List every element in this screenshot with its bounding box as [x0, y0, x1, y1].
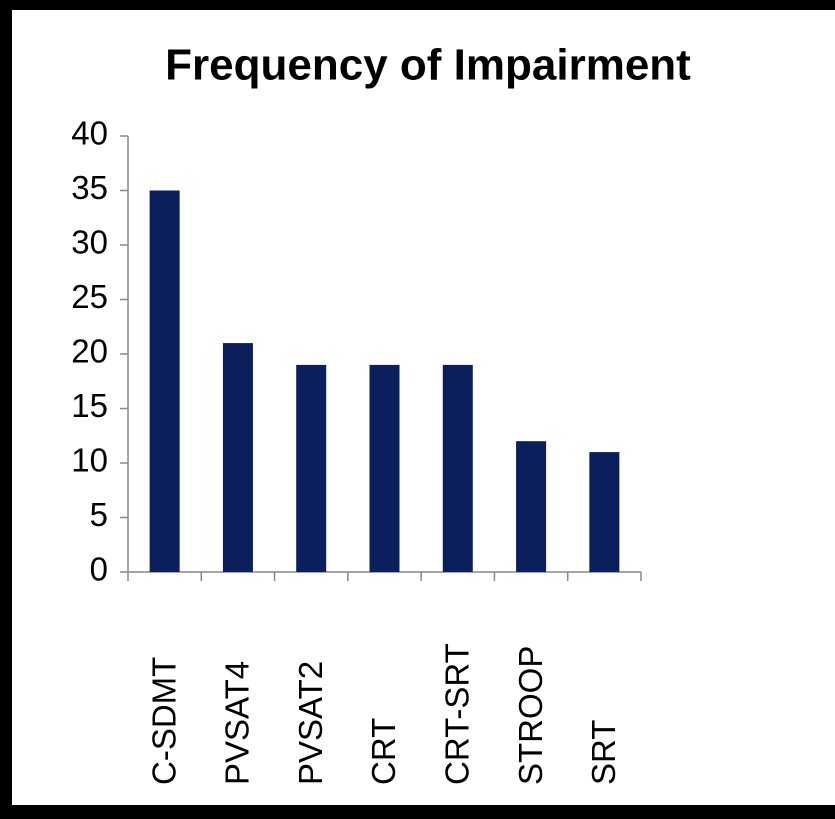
bar — [589, 452, 620, 572]
y-tick-label: 20 — [71, 333, 108, 370]
y-tick-label: 5 — [90, 496, 108, 533]
y-tick-label: 25 — [71, 278, 108, 315]
chart-background — [12, 10, 835, 805]
chart-title: Frequency of Impairment — [165, 41, 691, 90]
bar — [369, 364, 400, 572]
x-tick-label: SRT — [585, 720, 622, 785]
y-tick-label: 15 — [71, 387, 108, 424]
bar — [149, 190, 180, 572]
x-tick-label: PVSAT4 — [219, 661, 256, 785]
y-tick-label: 35 — [71, 169, 108, 206]
x-tick-label: CRT — [365, 718, 402, 785]
x-tick-label: C-SDMT — [145, 657, 182, 785]
x-tick-label: CRT-SRT — [439, 643, 476, 785]
y-tick-label: 30 — [71, 224, 108, 261]
y-tick-label: 10 — [71, 442, 108, 479]
bar — [222, 343, 253, 572]
x-tick-label: PVSAT2 — [292, 661, 329, 785]
y-tick-label: 40 — [71, 115, 108, 152]
y-tick-label: 0 — [90, 551, 108, 588]
bar — [442, 364, 473, 572]
bar — [516, 441, 547, 572]
bar — [296, 364, 327, 572]
x-tick-label: STROOP — [512, 646, 549, 785]
